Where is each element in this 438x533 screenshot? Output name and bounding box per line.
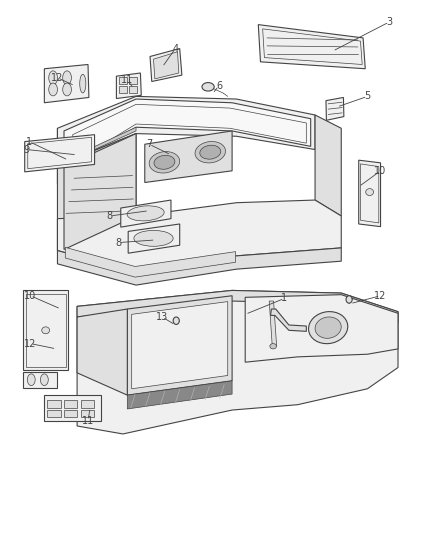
Ellipse shape [63,71,71,85]
Polygon shape [315,115,341,216]
Polygon shape [64,400,77,408]
Polygon shape [64,410,77,417]
Polygon shape [44,64,89,103]
Polygon shape [57,200,341,272]
Polygon shape [57,96,315,165]
Polygon shape [81,410,94,417]
Ellipse shape [42,327,49,334]
Ellipse shape [63,83,71,96]
Ellipse shape [200,145,221,159]
Ellipse shape [202,83,214,91]
Polygon shape [65,247,236,277]
Text: 8: 8 [107,211,113,221]
Text: 12: 12 [51,73,64,83]
Polygon shape [117,73,141,99]
Ellipse shape [27,374,35,385]
Text: 6: 6 [216,81,222,91]
Polygon shape [150,49,182,82]
Polygon shape [81,400,94,408]
Polygon shape [326,98,344,120]
Polygon shape [77,290,398,322]
Polygon shape [269,301,277,346]
Polygon shape [57,134,136,251]
Text: 3: 3 [386,17,392,27]
Text: 8: 8 [116,238,122,247]
Text: 1: 1 [282,293,288,303]
Text: 12: 12 [24,338,36,349]
Polygon shape [47,400,60,408]
Polygon shape [145,131,232,182]
Ellipse shape [270,344,276,349]
Ellipse shape [49,71,57,85]
Polygon shape [132,302,228,389]
Polygon shape [77,290,398,434]
Ellipse shape [366,189,374,196]
Polygon shape [129,77,137,84]
Polygon shape [258,25,365,69]
Polygon shape [65,127,136,163]
Polygon shape [64,134,136,249]
Polygon shape [245,295,398,362]
Polygon shape [127,296,232,395]
Text: 9: 9 [24,144,30,155]
Text: 12: 12 [374,290,387,301]
Polygon shape [57,128,73,219]
Polygon shape [120,86,127,93]
Text: 5: 5 [364,91,371,101]
Text: 11: 11 [121,76,134,85]
Ellipse shape [80,74,86,93]
Ellipse shape [308,312,348,344]
Polygon shape [64,99,311,166]
Polygon shape [121,200,171,227]
Ellipse shape [346,296,352,303]
Polygon shape [57,248,341,285]
Ellipse shape [195,141,226,163]
Text: 13: 13 [156,312,168,322]
Ellipse shape [149,151,180,173]
Polygon shape [25,135,95,172]
Polygon shape [44,395,101,421]
Text: 4: 4 [172,44,178,53]
Text: 11: 11 [82,416,94,426]
Polygon shape [128,224,180,253]
Ellipse shape [40,374,48,385]
Polygon shape [23,372,57,387]
Polygon shape [77,309,127,395]
Text: 10: 10 [374,166,387,176]
Polygon shape [153,52,179,79]
Polygon shape [271,309,306,332]
Polygon shape [359,160,381,227]
Text: 7: 7 [146,139,152,149]
Ellipse shape [154,155,175,169]
Ellipse shape [315,317,341,338]
Polygon shape [47,410,60,417]
Polygon shape [127,381,232,409]
Text: 10: 10 [24,290,36,301]
Ellipse shape [134,230,173,246]
Polygon shape [120,77,127,84]
Polygon shape [129,86,137,93]
Polygon shape [23,290,68,370]
Ellipse shape [49,83,57,96]
Text: 1: 1 [26,136,32,147]
Ellipse shape [173,317,179,325]
Ellipse shape [127,206,164,221]
